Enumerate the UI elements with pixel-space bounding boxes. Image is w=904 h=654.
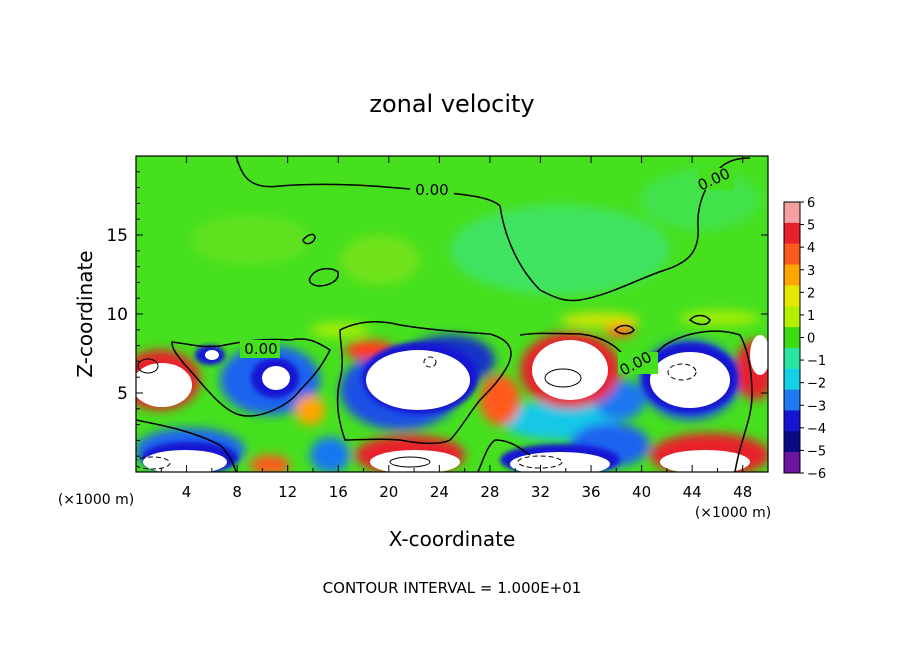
- colorbar: 6 5 4 3 2 1 0 −1 −2 −3 −4 −5 −6: [783, 196, 826, 482]
- colorbar-swatch: [784, 389, 800, 411]
- colorbar-label: 0: [807, 332, 815, 347]
- x-tick-label: 44: [683, 483, 702, 501]
- x-tick-label: 8: [232, 483, 242, 501]
- colorbar-label: −5: [807, 444, 826, 459]
- contour-label: 0.00: [244, 340, 277, 358]
- x-tick-label: 4: [182, 483, 192, 501]
- contour-label: 0.00: [415, 181, 448, 199]
- colorbar-swatch: [784, 285, 800, 307]
- colorbar-swatch: [784, 368, 800, 390]
- x-axis-title: X-coordinate: [389, 527, 516, 551]
- contour-lines: [136, 156, 753, 472]
- colorbar-label: −4: [807, 422, 826, 437]
- y-tick-label: 10: [106, 305, 128, 325]
- colorbar-label: −6: [807, 467, 826, 482]
- x-unit-right: (×1000 m): [695, 505, 771, 521]
- x-tick-label: 36: [581, 483, 600, 501]
- colorbar-swatch: [784, 410, 800, 432]
- x-tick-label: 32: [531, 483, 550, 501]
- colorbar-swatch: [784, 452, 800, 474]
- x-tick-label: 20: [379, 483, 398, 501]
- colorbar-label: 6: [807, 196, 815, 211]
- x-tick-label: 12: [278, 483, 297, 501]
- colorbar-swatch: [784, 222, 800, 244]
- colorbar-label: 3: [807, 264, 815, 279]
- colorbar-swatch: [784, 306, 800, 328]
- y-axis-title: Z-coordinate: [73, 250, 97, 377]
- colorbar-swatch: [784, 347, 800, 370]
- y-axis: 5 10 15: [106, 171, 768, 457]
- y-tick-label: 5: [117, 384, 128, 404]
- colorbar-swatch: [784, 264, 800, 286]
- x-tick-label: 24: [430, 483, 449, 501]
- colorbar-swatch: [784, 327, 800, 349]
- chart-title: zonal velocity: [369, 90, 534, 118]
- colorbar-label: −2: [807, 377, 826, 392]
- x-tick-label: 16: [329, 483, 348, 501]
- x-tick-label: 28: [480, 483, 499, 501]
- contour-interval-note: CONTOUR INTERVAL = 1.000E+01: [323, 579, 582, 597]
- colorbar-swatch: [784, 202, 800, 224]
- colorbar-label: 4: [807, 241, 815, 256]
- colorbar-swatch: [784, 243, 800, 265]
- colorbar-swatch: [784, 431, 800, 453]
- y-tick-label: 15: [106, 226, 128, 246]
- heatmap-field: [136, 156, 768, 472]
- colorbar-label: 5: [807, 219, 815, 234]
- x-tick-label: 48: [733, 483, 752, 501]
- x-tick-label: 40: [632, 483, 651, 501]
- colorbar-label: −1: [807, 354, 826, 369]
- colorbar-label: 2: [807, 286, 815, 301]
- x-unit-left: (×1000 m): [58, 492, 134, 508]
- x-axis: 4 8 12 16 20 24 28 32 36 40 44 48: [160, 156, 752, 501]
- colorbar-label: 1: [807, 309, 815, 324]
- colorbar-label: −3: [807, 399, 826, 414]
